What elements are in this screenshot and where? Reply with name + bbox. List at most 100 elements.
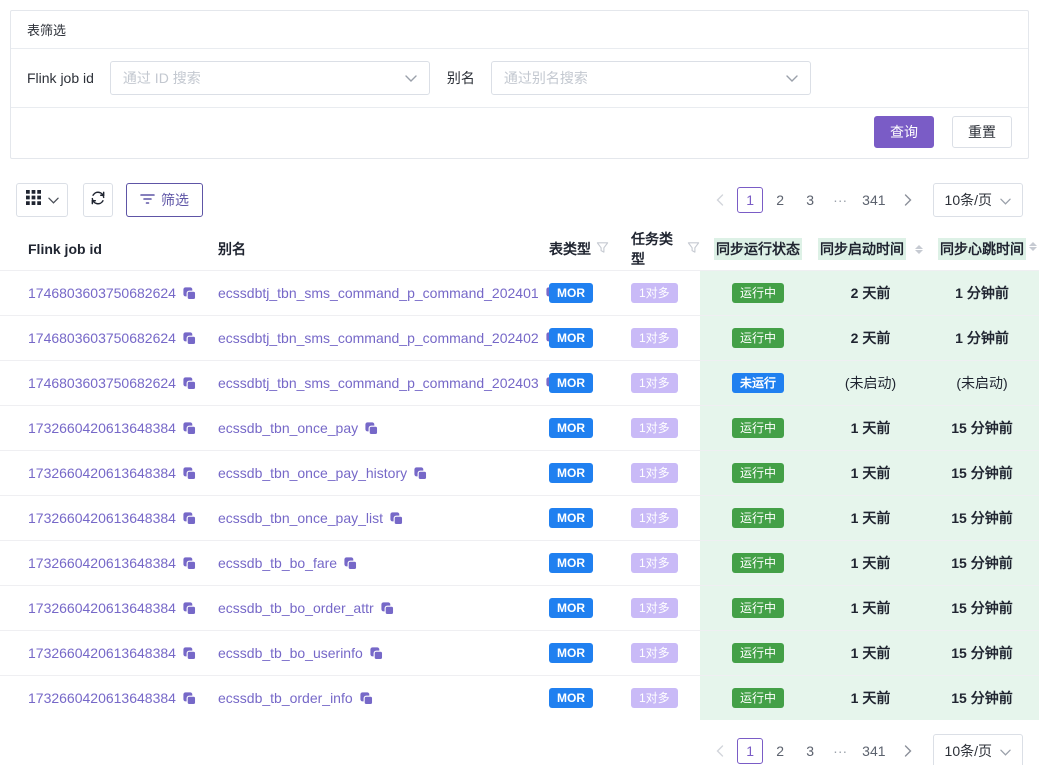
copy-icon[interactable] [380, 601, 395, 616]
filter-button[interactable]: 筛选 [126, 183, 203, 217]
flink-job-id-value[interactable]: 1732660420613648384 [28, 600, 176, 616]
sync-status-badge: 运行中 [731, 598, 784, 618]
copy-icon[interactable] [182, 421, 197, 436]
filter-form: Flink job id 别名 [11, 49, 1028, 108]
alias-value[interactable]: ecssdb_tb_bo_order_attr [218, 600, 374, 616]
flink-job-id-value[interactable]: 1732660420613648384 [28, 555, 176, 571]
flink-job-id-value[interactable]: 1732660420613648384 [28, 690, 176, 706]
page-ellipsis: ··· [833, 192, 848, 208]
alias-value[interactable]: ecssdb_tbn_once_pay_history [218, 465, 408, 481]
page-number-button[interactable]: 1 [737, 738, 764, 764]
column-header-label: 表类型 [549, 241, 591, 257]
copy-icon[interactable] [182, 601, 197, 616]
page-size-select[interactable]: 10条/页 [932, 734, 1023, 765]
sync-status-badge: 运行中 [731, 328, 784, 348]
copy-icon[interactable] [413, 466, 428, 481]
column-header-label: 同步运行状态 [714, 238, 802, 260]
alias-value[interactable]: ecssdbtj_tbn_sms_command_p_command_20240… [218, 285, 539, 301]
alias-value[interactable]: ecssdbtj_tbn_sms_command_p_command_20240… [218, 330, 539, 346]
flink-job-id-value[interactable]: 1746803603750682624 [28, 330, 176, 346]
alias-input[interactable] [503, 70, 786, 86]
page-number-button[interactable]: 2 [776, 743, 785, 759]
sync-start-time: 1 天前 [850, 555, 891, 571]
copy-icon[interactable] [182, 286, 197, 301]
pagination-bottom: 1 2 3 ··· 341 10条/页 [707, 734, 1023, 765]
copy-icon[interactable] [359, 691, 374, 706]
page-numbers: 1 2 3 ··· 341 [737, 738, 890, 764]
sort-icon[interactable] [1029, 242, 1037, 251]
page-number-button[interactable]: 2 [776, 192, 785, 208]
table-type-badge: MOR [549, 373, 593, 393]
copy-icon[interactable] [182, 376, 197, 391]
flink-job-id-input[interactable] [122, 70, 405, 86]
alias-value[interactable]: ecssdb_tbn_once_pay [218, 420, 359, 436]
alias-value[interactable]: ecssdb_tbn_once_pay_list [218, 510, 384, 526]
copy-icon[interactable] [182, 691, 197, 706]
sync-start-time: 1 天前 [850, 465, 891, 481]
page-size-select[interactable]: 10条/页 [932, 183, 1023, 217]
page-number-button[interactable]: 341 [862, 192, 886, 208]
copy-icon[interactable] [369, 646, 384, 661]
alias-value[interactable]: ecssdb_tb_bo_fare [218, 555, 338, 571]
flink-job-id-value[interactable]: 1732660420613648384 [28, 465, 176, 481]
task-type-badge: 1对多 [631, 598, 678, 618]
column-settings-button[interactable] [16, 183, 68, 217]
next-page-button[interactable] [895, 187, 921, 213]
table-row: 1732660420613648384 ecssdb_tb_bo_order_a… [0, 585, 1039, 630]
flink-job-id-value[interactable]: 1732660420613648384 [28, 645, 176, 661]
flink-job-id-value[interactable]: 1732660420613648384 [28, 510, 176, 526]
prev-page-button[interactable] [707, 738, 733, 764]
copy-icon[interactable] [182, 556, 197, 571]
table-type-badge: MOR [549, 598, 593, 618]
column-header-label: 任务类型 [631, 231, 673, 267]
sync-status-badge: 运行中 [731, 463, 784, 483]
page-number-button[interactable]: 3 [806, 192, 815, 208]
refresh-button[interactable] [83, 183, 113, 217]
column-header[interactable]: 任务类型 [622, 228, 700, 270]
copy-icon[interactable] [182, 646, 197, 661]
page-number-button[interactable]: 1 [737, 187, 764, 213]
table-type-badge: MOR [549, 508, 593, 528]
prev-page-button[interactable] [707, 187, 733, 213]
query-button[interactable]: 查询 [874, 116, 934, 148]
alias-select[interactable] [490, 61, 811, 95]
task-type-badge: 1对多 [631, 328, 678, 348]
copy-icon[interactable] [364, 421, 379, 436]
table-type-badge: MOR [549, 688, 593, 708]
sync-heartbeat-time: 15 分钟前 [951, 555, 1013, 571]
flink-job-id-value[interactable]: 1732660420613648384 [28, 420, 176, 436]
filter-funnel-icon[interactable] [596, 241, 609, 257]
column-header[interactable]: 表类型 [538, 228, 622, 270]
next-page-button[interactable] [895, 738, 921, 764]
copy-icon[interactable] [389, 511, 404, 526]
sync-heartbeat-time: 15 分钟前 [951, 420, 1013, 436]
table-row: 1746803603750682624 ecssdbtj_tbn_sms_com… [0, 270, 1039, 315]
copy-icon[interactable] [182, 331, 197, 346]
task-type-badge: 1对多 [631, 373, 678, 393]
sync-heartbeat-time: 15 分钟前 [951, 510, 1013, 526]
chevron-down-icon [786, 69, 798, 87]
page-number-button[interactable]: 3 [806, 743, 815, 759]
flink-job-id-value[interactable]: 1746803603750682624 [28, 285, 176, 301]
alias-value[interactable]: ecssdbtj_tbn_sms_command_p_command_20240… [218, 375, 539, 391]
sync-status-badge: 运行中 [731, 688, 784, 708]
sync-status-badge: 运行中 [731, 553, 784, 573]
copy-icon[interactable] [182, 511, 197, 526]
flink-job-id-select[interactable] [109, 61, 430, 95]
sort-icon[interactable] [915, 244, 923, 254]
flink-job-id-value[interactable]: 1746803603750682624 [28, 375, 176, 391]
alias-value[interactable]: ecssdb_tb_bo_userinfo [218, 645, 363, 661]
column-header[interactable]: 同步启动时间 [816, 228, 925, 270]
sync-heartbeat-time: 1 分钟前 [955, 285, 1009, 301]
column-header: 同步运行状态 [700, 228, 816, 270]
copy-icon[interactable] [182, 466, 197, 481]
sync-status-badge: 运行中 [731, 508, 784, 528]
filter-funnel-icon[interactable] [687, 241, 700, 257]
task-type-badge: 1对多 [631, 688, 678, 708]
page-number-button[interactable]: 341 [862, 743, 886, 759]
chevron-down-icon [1000, 192, 1011, 208]
table-type-badge: MOR [549, 463, 593, 483]
copy-icon[interactable] [343, 556, 358, 571]
reset-button[interactable]: 重置 [952, 116, 1012, 148]
alias-value[interactable]: ecssdb_tb_order_info [218, 690, 353, 706]
